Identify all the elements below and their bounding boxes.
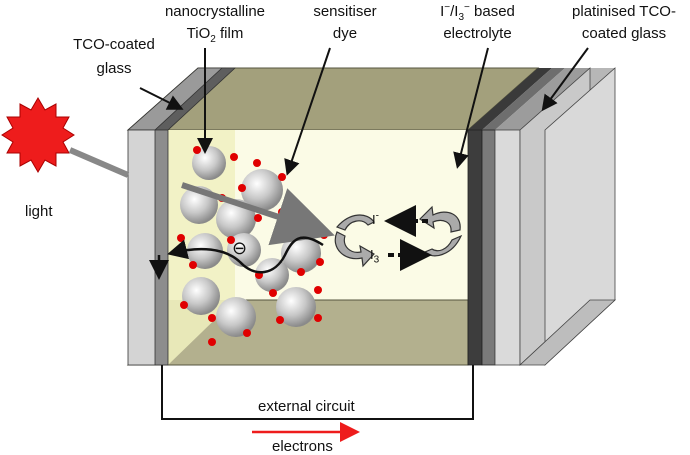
light-beam [68,147,130,178]
label-tio2-film: nanocrystalline TiO2 film [164,3,266,45]
redox-cycle [334,205,463,268]
label-electrolyte: I−/I3− based electrolyte [440,2,515,43]
electron-symbol: ⊖ [232,238,248,258]
pointer-electrolyte [453,47,489,169]
label-light: light [25,203,53,220]
external-circuit-wire [161,365,474,420]
pointer-tco [139,87,184,110]
electron-path [167,236,324,274]
label-electrons: electrons [272,438,333,455]
pointer-dye [284,47,331,176]
triiodide-ion: I3 [370,247,380,266]
light-path-arrow [181,182,335,246]
label-tco-coated-glass: TCO-coated glass [73,36,155,77]
iodide-ion: I- [372,210,379,227]
label-platinised-glass: platinised TCO- coated glass [572,3,676,42]
sun-icon [1,97,75,173]
pointer-pt-glass [541,47,589,112]
tco-glass-front [127,129,157,366]
label-sensitiser-dye: sensitiser dye [313,3,377,42]
platinised-glass-front [467,129,483,366]
label-external-circuit: external circuit [258,398,355,415]
